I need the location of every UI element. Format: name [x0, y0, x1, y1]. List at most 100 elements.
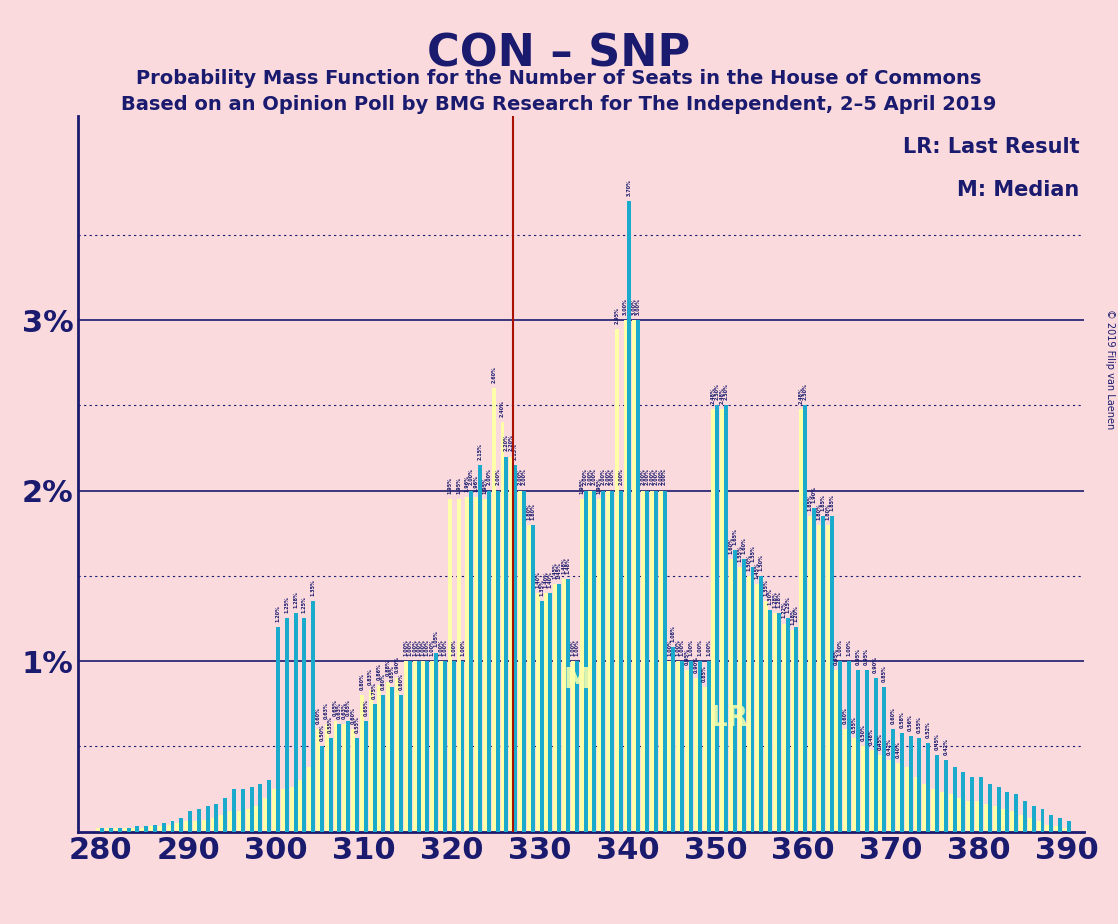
Bar: [246, 809, 249, 832]
Bar: [966, 801, 970, 832]
Bar: [922, 784, 927, 832]
Text: 1.28%: 1.28%: [776, 591, 781, 608]
Bar: [1045, 825, 1050, 832]
Bar: [984, 804, 988, 832]
Bar: [768, 610, 773, 832]
Bar: [1014, 794, 1018, 832]
Bar: [110, 828, 113, 832]
Text: M: M: [563, 666, 591, 694]
Bar: [891, 729, 896, 832]
Text: LR: LR: [709, 704, 748, 732]
Text: 2.00%: 2.00%: [662, 468, 667, 485]
Bar: [864, 670, 869, 832]
Bar: [1063, 828, 1067, 832]
Bar: [1067, 821, 1071, 832]
Bar: [448, 499, 452, 832]
Bar: [803, 406, 807, 832]
Text: 1.30%: 1.30%: [768, 588, 773, 605]
Text: 1.25%: 1.25%: [302, 597, 306, 614]
Bar: [957, 797, 961, 832]
Text: 1.80%: 1.80%: [816, 503, 822, 519]
Text: 0.58%: 0.58%: [899, 711, 904, 727]
Text: 0.88%: 0.88%: [386, 660, 391, 676]
Bar: [729, 559, 733, 832]
Text: 1.85%: 1.85%: [807, 494, 813, 511]
Text: 1.00%: 1.00%: [404, 639, 408, 656]
Text: M: Median: M: Median: [957, 180, 1080, 200]
Text: 1.80%: 1.80%: [527, 503, 531, 519]
Bar: [101, 828, 104, 832]
Bar: [281, 789, 285, 832]
Text: 1.85%: 1.85%: [830, 494, 834, 511]
Bar: [487, 491, 491, 832]
Bar: [307, 767, 311, 832]
Text: 1.20%: 1.20%: [794, 605, 799, 622]
Bar: [527, 525, 531, 832]
Bar: [882, 687, 887, 832]
Bar: [302, 618, 306, 832]
Text: 1.00%: 1.00%: [416, 639, 421, 656]
Bar: [504, 456, 509, 832]
Bar: [206, 806, 210, 832]
Text: CON – SNP: CON – SNP: [427, 32, 691, 76]
Bar: [258, 784, 263, 832]
Bar: [913, 777, 918, 832]
Bar: [162, 823, 165, 832]
Bar: [584, 491, 588, 832]
Text: 1.96%: 1.96%: [474, 475, 479, 492]
Text: 0.45%: 0.45%: [935, 733, 939, 749]
Bar: [531, 525, 534, 832]
Text: 0.45%: 0.45%: [878, 733, 883, 749]
Text: 0.95%: 0.95%: [864, 648, 869, 664]
Bar: [843, 729, 847, 832]
Bar: [720, 408, 724, 832]
Bar: [711, 408, 716, 832]
Bar: [795, 627, 798, 832]
Bar: [324, 724, 329, 832]
Text: LR: Last Result: LR: Last Result: [903, 137, 1080, 157]
Text: 2.00%: 2.00%: [618, 468, 623, 485]
Bar: [399, 695, 402, 832]
Bar: [927, 743, 930, 832]
Bar: [452, 661, 456, 832]
Bar: [540, 602, 543, 832]
Bar: [123, 828, 126, 832]
Text: 1.20%: 1.20%: [275, 605, 281, 622]
Bar: [759, 576, 764, 832]
Bar: [171, 821, 174, 832]
Bar: [404, 661, 408, 832]
Text: 0.90%: 0.90%: [395, 656, 399, 673]
Bar: [369, 690, 372, 832]
Bar: [184, 821, 188, 832]
Bar: [676, 661, 680, 832]
Bar: [896, 763, 900, 832]
Bar: [135, 826, 140, 832]
Text: 1.45%: 1.45%: [557, 563, 561, 579]
Text: 0.86%: 0.86%: [377, 663, 382, 680]
Text: 1.00%: 1.00%: [443, 639, 447, 656]
Text: 1.40%: 1.40%: [548, 571, 553, 588]
Bar: [320, 747, 324, 832]
Bar: [773, 614, 777, 832]
Text: 2.48%: 2.48%: [720, 387, 724, 404]
Bar: [470, 491, 473, 832]
Bar: [781, 624, 786, 832]
Bar: [949, 794, 953, 832]
Text: 2.00%: 2.00%: [518, 468, 522, 485]
Bar: [944, 760, 948, 832]
Bar: [126, 828, 131, 832]
Text: 1.00%: 1.00%: [429, 639, 435, 656]
Bar: [390, 687, 395, 832]
Bar: [698, 661, 702, 832]
Bar: [624, 320, 627, 832]
Bar: [847, 661, 851, 832]
Bar: [641, 491, 645, 832]
Text: Probability Mass Function for the Number of Seats in the House of Commons: Probability Mass Function for the Number…: [136, 69, 982, 89]
Bar: [645, 491, 650, 832]
Bar: [562, 579, 566, 832]
Bar: [615, 329, 618, 832]
Text: 1.00%: 1.00%: [698, 639, 702, 656]
Text: 1.60%: 1.60%: [729, 537, 733, 553]
Text: 0.42%: 0.42%: [887, 738, 892, 755]
Bar: [378, 685, 381, 832]
